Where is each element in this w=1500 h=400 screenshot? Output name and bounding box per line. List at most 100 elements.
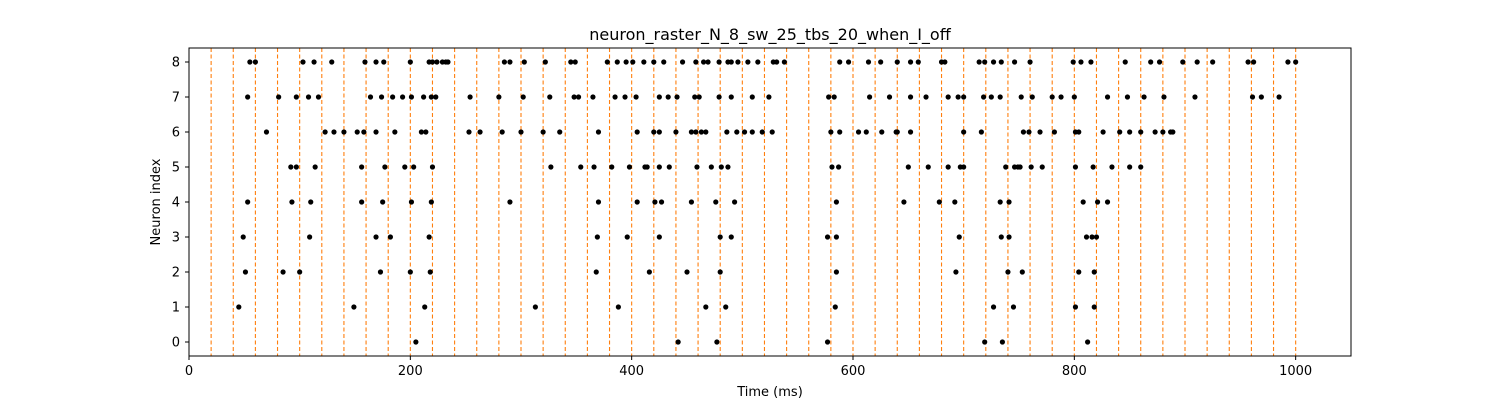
spike-point xyxy=(252,59,258,65)
spike-point xyxy=(1019,269,1025,275)
spike-point xyxy=(1210,59,1216,65)
spike-point xyxy=(824,234,831,240)
spike-point xyxy=(1161,94,1167,100)
spike-point xyxy=(1141,94,1147,100)
spike-point xyxy=(978,129,984,135)
spike-point xyxy=(1192,94,1198,100)
y-tick-label: 5 xyxy=(172,161,180,176)
spike-point xyxy=(894,59,900,65)
spike-point xyxy=(315,94,322,100)
spike-point xyxy=(982,339,988,345)
spike-point xyxy=(1093,234,1100,240)
spike-point xyxy=(759,129,765,135)
y-tick-label: 3 xyxy=(172,231,180,246)
spike-point xyxy=(749,129,755,135)
spike-point xyxy=(833,234,840,240)
spike-point xyxy=(855,129,862,135)
spike-point xyxy=(1070,59,1076,65)
spike-point xyxy=(609,164,615,170)
spike-point xyxy=(428,199,434,205)
spike-point xyxy=(392,129,398,135)
spike-point xyxy=(1080,199,1086,205)
spike-point xyxy=(703,304,709,310)
spike-point xyxy=(466,129,472,135)
spike-point xyxy=(997,199,1003,205)
spike-point xyxy=(1156,59,1163,65)
spike-point xyxy=(652,199,658,205)
spike-point xyxy=(1091,304,1097,310)
y-tick-label: 2 xyxy=(172,266,180,281)
spike-point xyxy=(507,59,513,65)
spike-point xyxy=(373,234,379,240)
spike-point xyxy=(867,94,873,100)
spike-point xyxy=(240,234,246,240)
spike-point xyxy=(980,94,987,100)
spike-point xyxy=(1049,94,1055,100)
y-tick-label: 6 xyxy=(172,126,180,141)
spike-point xyxy=(1011,59,1018,65)
y-tick-label: 7 xyxy=(172,91,180,106)
spike-point xyxy=(373,59,379,65)
spike-point xyxy=(716,59,722,65)
spike-point xyxy=(1180,59,1186,65)
spike-point xyxy=(696,94,702,100)
spike-point xyxy=(694,164,700,170)
spike-point xyxy=(429,59,436,65)
spike-point xyxy=(717,234,723,240)
spike-point xyxy=(1138,129,1144,135)
spike-point xyxy=(408,199,415,205)
spike-point xyxy=(293,94,299,100)
spike-point xyxy=(614,59,620,65)
spike-point xyxy=(1170,129,1176,135)
spike-point xyxy=(724,129,730,135)
spike-point xyxy=(1124,94,1131,100)
spike-point xyxy=(378,94,385,100)
spike-point xyxy=(434,59,440,65)
spike-point xyxy=(923,94,929,100)
spike-point xyxy=(961,164,967,170)
spike-point xyxy=(656,234,662,240)
spike-point xyxy=(236,304,242,310)
spike-point xyxy=(1293,59,1299,65)
spike-point xyxy=(542,59,548,65)
spike-point xyxy=(245,199,251,205)
spike-point xyxy=(878,59,884,65)
spike-point xyxy=(1005,269,1011,275)
spike-point xyxy=(674,94,680,100)
spike-point xyxy=(1072,304,1079,310)
spike-point xyxy=(289,199,295,205)
spike-point xyxy=(826,94,832,100)
spike-point xyxy=(708,164,714,170)
dashed-reference-lines xyxy=(210,48,1297,356)
spike-point xyxy=(999,339,1006,345)
x-tick-label: 1000 xyxy=(1279,364,1312,379)
spike-point xyxy=(661,59,667,65)
spike-point xyxy=(305,94,312,100)
spike-point xyxy=(665,94,671,100)
spike-markers xyxy=(236,59,1299,345)
spike-point xyxy=(982,59,988,65)
spike-point xyxy=(688,129,695,135)
spike-point xyxy=(428,94,434,100)
spike-point xyxy=(615,304,621,310)
spike-point xyxy=(361,129,367,135)
spike-point xyxy=(656,94,662,100)
spike-point xyxy=(276,94,282,100)
spike-point xyxy=(1152,129,1158,135)
spike-point xyxy=(633,94,639,100)
spike-point xyxy=(1258,94,1264,100)
spike-point xyxy=(705,59,711,65)
spike-point xyxy=(658,199,665,205)
spike-point xyxy=(829,164,835,170)
spike-point xyxy=(1076,269,1082,275)
spike-point xyxy=(698,129,704,135)
spike-point xyxy=(998,59,1004,65)
spike-point xyxy=(422,304,428,310)
spike-point xyxy=(998,234,1004,240)
spike-point xyxy=(548,164,554,170)
spike-point xyxy=(1100,129,1106,135)
spike-point xyxy=(755,59,761,65)
spike-point xyxy=(1051,129,1058,135)
spike-point xyxy=(630,59,636,65)
spike-point xyxy=(521,59,527,65)
